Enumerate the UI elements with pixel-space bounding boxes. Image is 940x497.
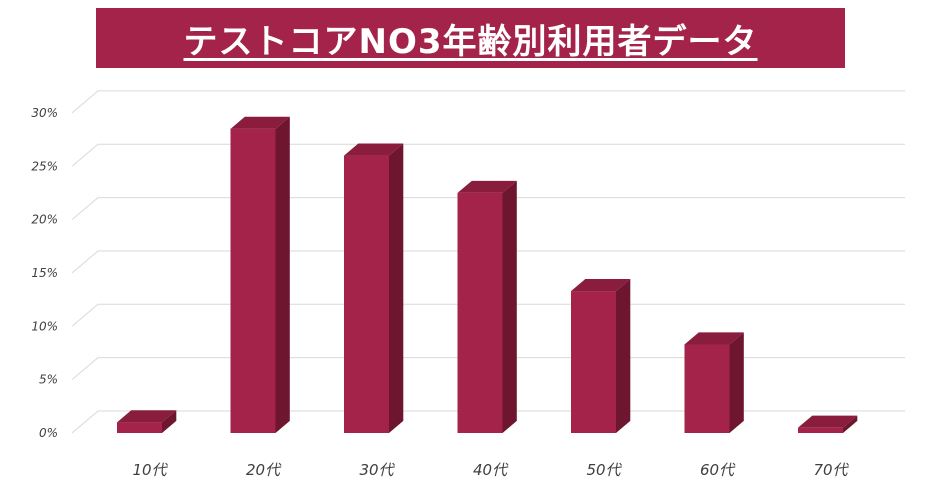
chart-title: テストコアNO3年齢別利用者データ — [183, 21, 758, 62]
bar-top — [230, 116, 290, 129]
y-tick-label: 5% — [39, 373, 58, 387]
y-tick-label: 20% — [31, 213, 58, 227]
gridline-depth — [71, 303, 99, 327]
bar — [571, 291, 616, 433]
bar — [684, 344, 730, 433]
gridline-depth — [71, 410, 99, 434]
x-tick-label: 20代 — [246, 461, 282, 479]
bar-side — [729, 332, 744, 433]
bar-side — [843, 415, 858, 433]
x-tick-label: 50代 — [586, 461, 622, 479]
bar — [117, 422, 162, 433]
x-tick-label: 60代 — [700, 461, 736, 479]
bar-side — [616, 278, 631, 433]
bar-side — [275, 116, 290, 434]
x-tick-label: 30代 — [359, 461, 395, 479]
gridline-depth — [71, 357, 99, 381]
bar-top — [117, 410, 177, 423]
y-tick-label: 10% — [31, 319, 58, 333]
y-tick-label: 0% — [39, 426, 58, 440]
x-tick-label: 70代 — [813, 461, 849, 479]
bar — [344, 155, 389, 433]
chart-title-banner: テストコアNO3年齢別利用者データ — [96, 8, 845, 68]
gridline-depth — [71, 197, 99, 220]
bar-top — [571, 278, 631, 292]
bar-top — [684, 332, 744, 345]
bar-side — [162, 410, 177, 433]
bar — [230, 128, 276, 433]
bar — [457, 192, 503, 433]
bar-side — [389, 143, 404, 434]
bar — [798, 427, 843, 433]
x-tick-label: 40代 — [473, 461, 509, 479]
x-tick-label: 10代 — [132, 461, 168, 479]
gridline-depth — [71, 90, 99, 114]
bar-top — [344, 143, 404, 156]
y-tick-label: 25% — [31, 159, 58, 173]
y-tick-label: 15% — [31, 266, 58, 280]
bar-side — [502, 180, 517, 433]
y-tick-label: 30% — [31, 106, 58, 120]
bar-top — [457, 180, 517, 193]
bar-top — [798, 415, 858, 428]
gridline-depth — [71, 250, 99, 274]
gridline-depth — [71, 143, 99, 167]
